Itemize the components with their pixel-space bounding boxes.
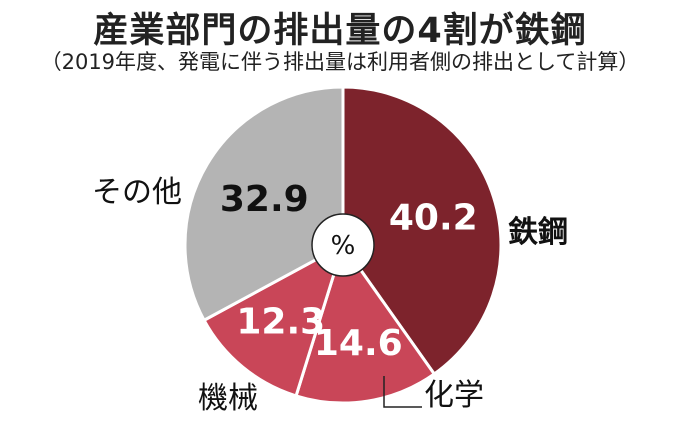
pie-slice-3 — [183, 85, 345, 322]
value-label-3: 32.9 — [220, 179, 309, 220]
category-label-3: その他 — [92, 175, 182, 210]
pie-slice-0 — [341, 85, 503, 376]
center-hole — [311, 213, 375, 277]
category-label-2: 機械 — [198, 381, 258, 416]
category-label-1: 化学 — [424, 378, 484, 413]
pie-slice-2 — [202, 243, 345, 398]
slices-layer — [183, 85, 503, 405]
leader-line — [383, 376, 422, 408]
unit-label: % — [331, 231, 356, 261]
value-label-1: 14.6 — [314, 323, 403, 364]
chart-title: 産業部門の排出量の4割が鉄鋼 — [93, 11, 587, 51]
category-label-0: 鉄鋼 — [508, 215, 568, 250]
value-label-0: 40.2 — [389, 197, 478, 238]
leader-layer — [383, 376, 422, 408]
value-label-2: 12.3 — [236, 302, 325, 343]
chart-subtitle: （2019年度、発電に伴う排出量は利用者側の排出として計算） — [40, 50, 640, 74]
pie-slice-1 — [294, 243, 436, 405]
value-labels: 40.2 14.612.3 32.9 — [220, 179, 478, 364]
